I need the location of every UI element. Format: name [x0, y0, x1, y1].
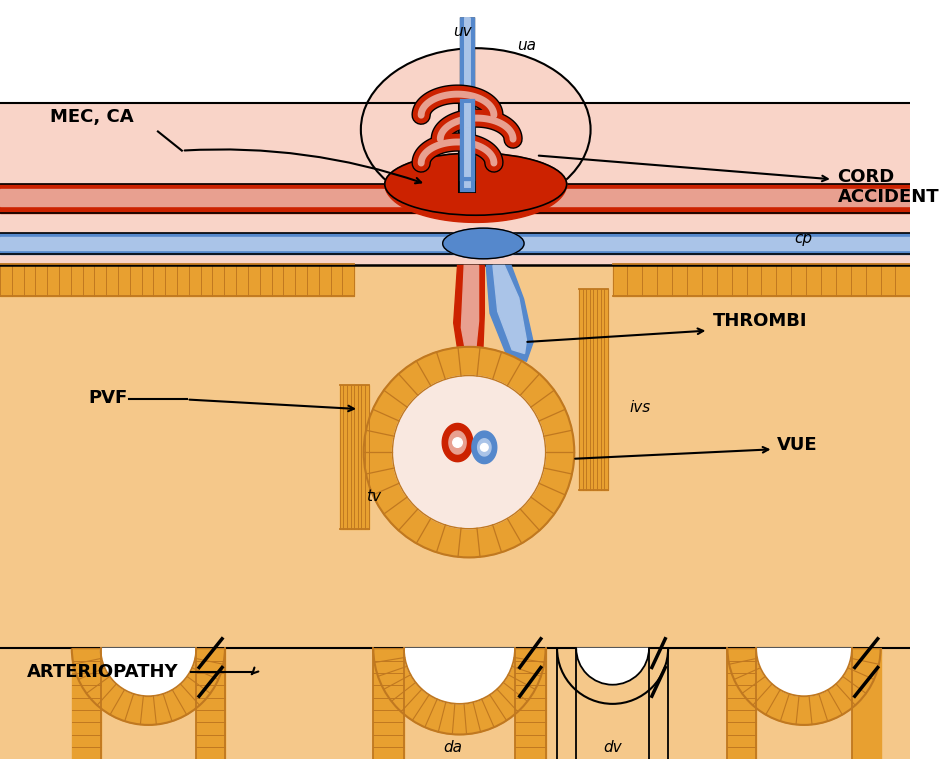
Polygon shape: [449, 431, 466, 454]
Polygon shape: [454, 265, 484, 376]
Text: da: da: [443, 740, 462, 755]
Ellipse shape: [360, 48, 591, 211]
Text: ua: ua: [517, 38, 535, 53]
Text: dv: dv: [603, 740, 622, 755]
Circle shape: [455, 440, 460, 445]
Polygon shape: [557, 649, 669, 704]
Wedge shape: [756, 649, 852, 696]
Bar: [0, 264, 354, 296]
Bar: [579, 289, 608, 490]
Bar: [374, 649, 404, 760]
Polygon shape: [374, 649, 546, 734]
Ellipse shape: [385, 153, 567, 215]
Bar: [0, 16, 910, 102]
Ellipse shape: [443, 228, 524, 258]
Polygon shape: [477, 438, 491, 456]
Bar: [0, 184, 910, 213]
Polygon shape: [486, 265, 534, 361]
Polygon shape: [461, 265, 478, 359]
Bar: [514, 649, 546, 760]
Text: PVF: PVF: [88, 389, 127, 407]
Bar: [0, 102, 910, 265]
Text: MEC, CA: MEC, CA: [49, 108, 133, 126]
Text: cp: cp: [794, 231, 812, 246]
Bar: [649, 649, 669, 760]
Text: THROMBI: THROMBI: [713, 312, 807, 330]
Circle shape: [393, 376, 546, 528]
Polygon shape: [71, 649, 225, 725]
Polygon shape: [385, 184, 567, 223]
Text: tv: tv: [366, 489, 380, 504]
Polygon shape: [442, 424, 473, 462]
Circle shape: [481, 445, 487, 450]
Bar: [852, 649, 881, 760]
Bar: [71, 649, 101, 760]
Bar: [0, 265, 910, 649]
Circle shape: [453, 438, 462, 447]
Bar: [612, 264, 910, 296]
Bar: [0, 233, 910, 254]
Wedge shape: [101, 649, 196, 696]
Polygon shape: [728, 649, 881, 725]
Circle shape: [395, 377, 544, 527]
Bar: [557, 649, 576, 760]
Bar: [0, 237, 910, 250]
Bar: [196, 649, 225, 760]
Text: uv: uv: [453, 24, 472, 40]
Text: ivs: ivs: [630, 400, 651, 414]
Circle shape: [480, 444, 488, 451]
Polygon shape: [493, 265, 527, 354]
Polygon shape: [472, 431, 496, 463]
Bar: [728, 649, 756, 760]
Wedge shape: [404, 649, 514, 704]
Circle shape: [363, 347, 574, 557]
Wedge shape: [576, 649, 649, 684]
Text: CORD
ACCIDENT: CORD ACCIDENT: [838, 168, 940, 206]
Text: ARTERIOPATHY: ARTERIOPATHY: [27, 663, 179, 681]
Text: VUE: VUE: [777, 436, 818, 455]
Bar: [0, 189, 910, 206]
Bar: [340, 385, 368, 528]
Bar: [0, 649, 910, 760]
